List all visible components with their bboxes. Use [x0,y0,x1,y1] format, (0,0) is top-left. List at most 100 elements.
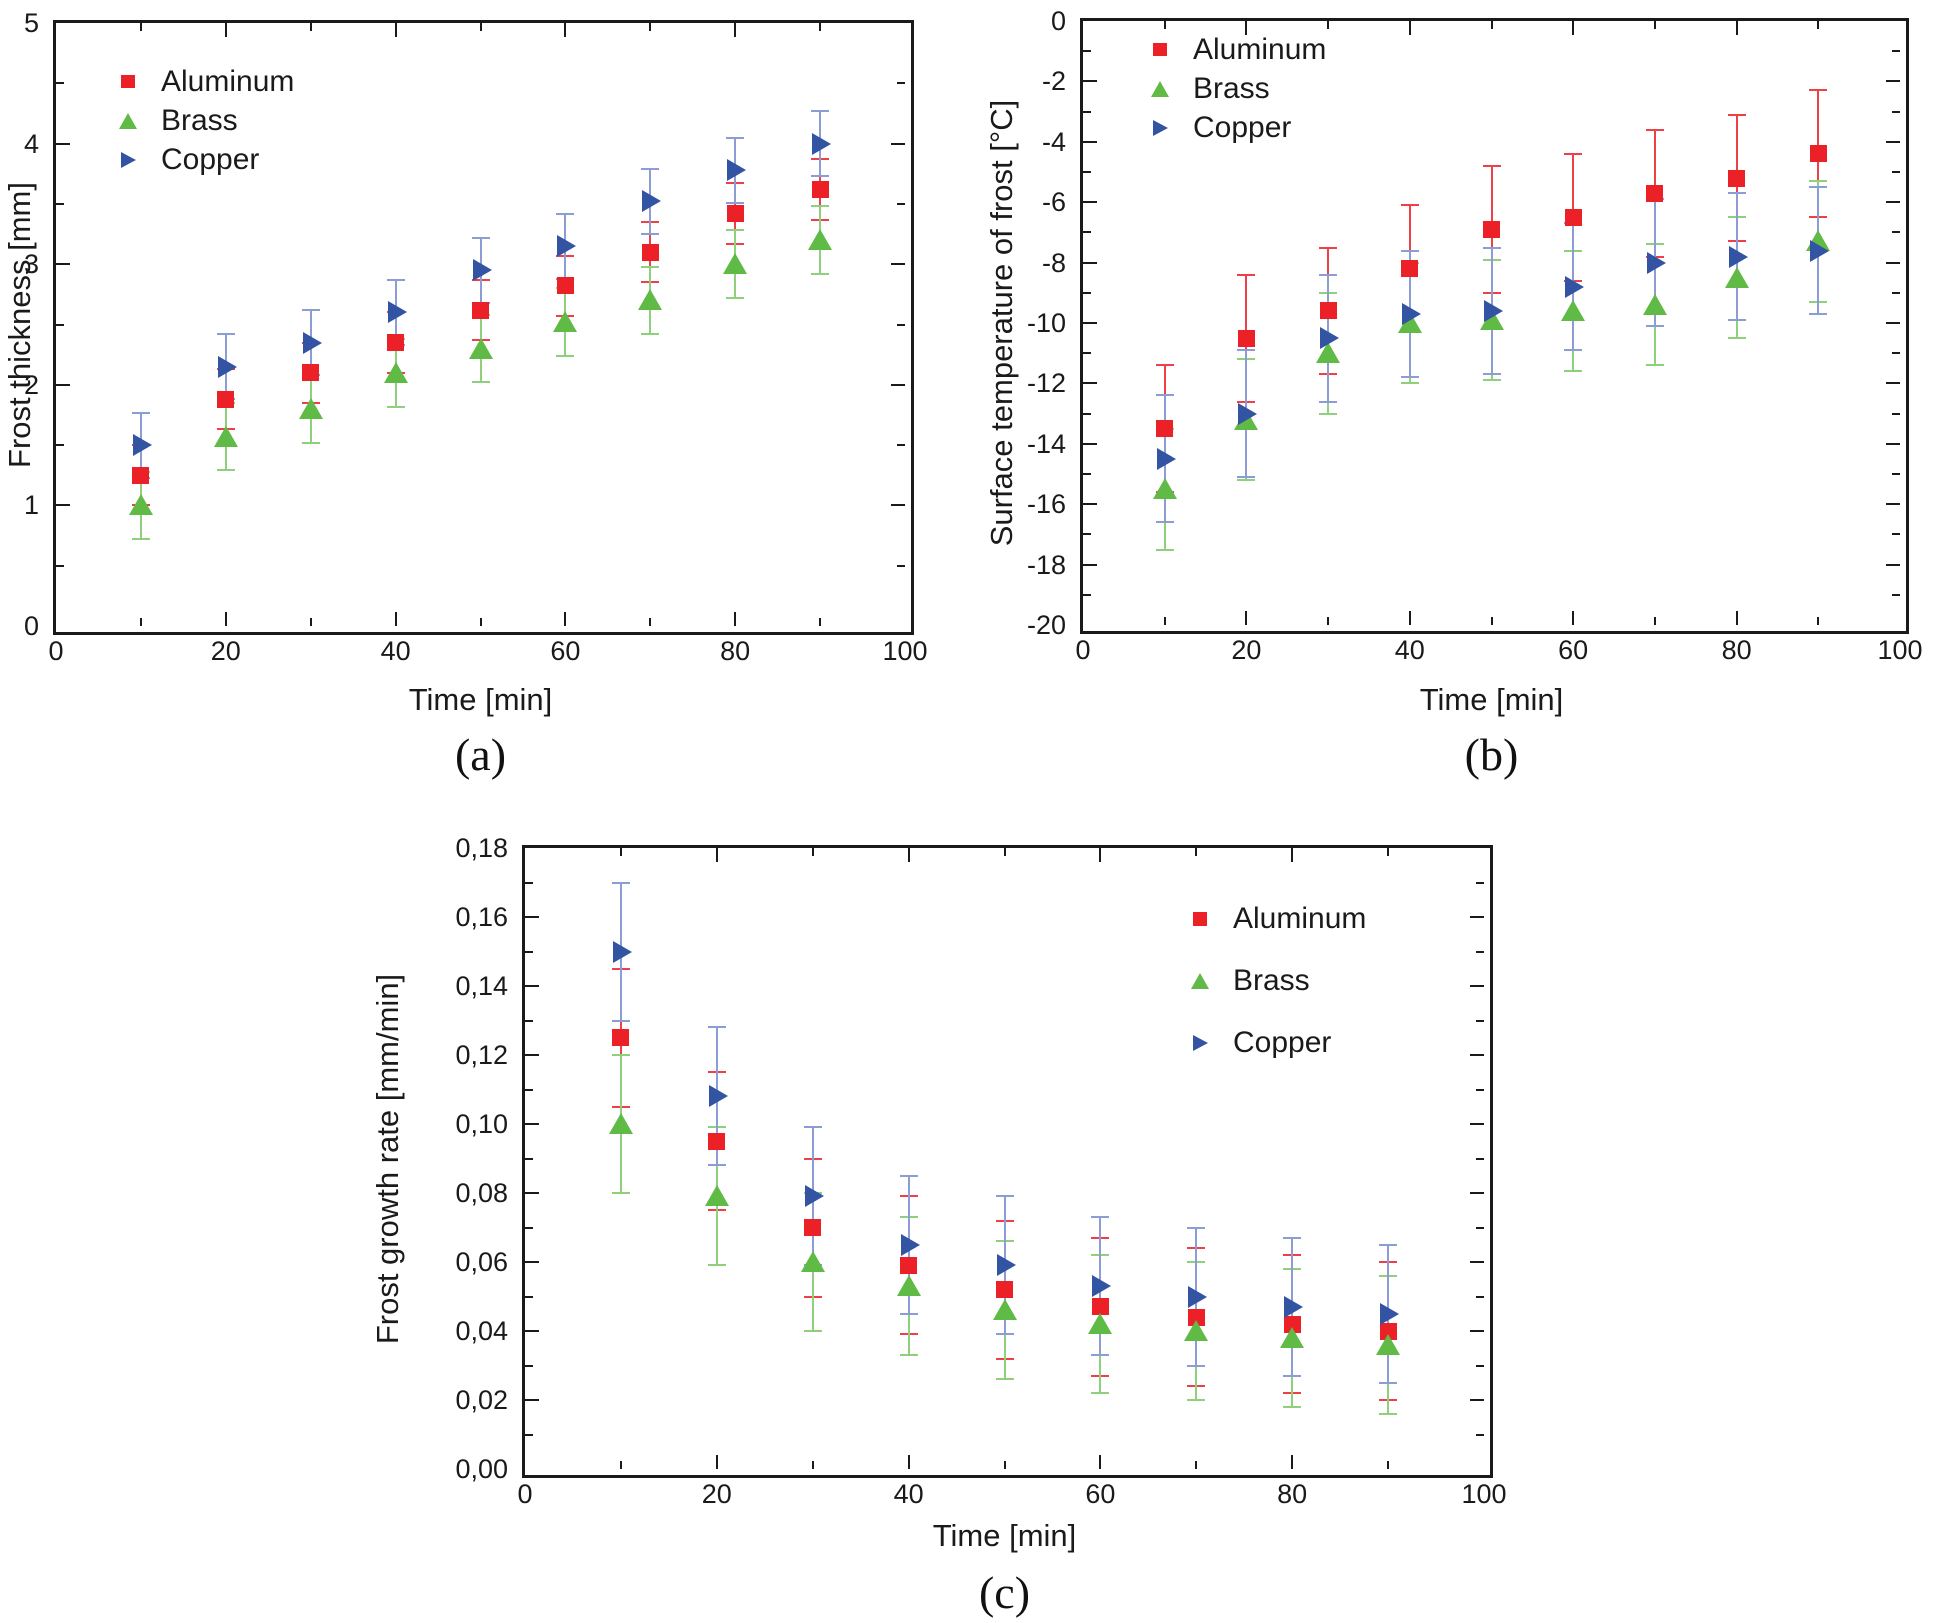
error-bar-cap [556,212,575,215]
legend-entry: Aluminum [1145,30,1326,69]
x-axis-title-b: Time [min] [1419,682,1564,717]
legend-marker-brass-icon [1145,80,1175,97]
x-tick-label: 60 [1558,635,1589,665]
error-bar-cap [811,110,830,113]
square-icon [121,74,135,89]
axis-tick [479,618,482,626]
data-marker-aluminum [1091,1298,1109,1316]
axis-tick [819,23,822,31]
axis-tick [1892,110,1900,113]
axis-tick [56,444,64,447]
data-marker-brass [638,289,663,311]
data-marker-copper [1092,1275,1112,1298]
legend-marker-brass-icon [113,112,143,129]
axis-tick [525,1192,539,1194]
axis-tick [1892,473,1900,475]
error-bar-cap [1727,113,1746,116]
y-tick-label: 3 [23,249,39,280]
axis-tick [1083,503,1097,506]
axis-tick [1327,21,1330,29]
axis-tick [1476,1226,1484,1229]
data-marker-aluminum [387,334,405,352]
x-tick-label: 0 [1075,635,1091,665]
axis-tick [1476,1157,1484,1160]
axis-tick [1817,617,1820,625]
axis-tick [525,1330,539,1332]
data-marker-copper [387,301,407,324]
legend-marker-aluminum-icon [1185,912,1215,926]
error-bar-cap [216,469,235,472]
legend-a: Aluminum Brass Copper [113,62,294,179]
plot-area-c [522,845,1493,1478]
error-bar-cap [726,136,745,139]
error-bar-cap [1237,476,1256,479]
axis-tick [525,1433,533,1436]
data-marker-copper [804,1185,824,1208]
error-bar-cap [1482,373,1501,376]
axis-tick [1083,231,1091,234]
axis-tick [1387,848,1390,856]
axis-tick [525,1088,533,1091]
error-bar-cap [1400,382,1419,385]
legend-entry: Brass [1145,69,1326,108]
axis-tick [525,1019,533,1022]
axis-tick [56,263,70,266]
x-axis-title-a: Time [min] [408,682,553,717]
error-bar-cap [1237,273,1256,276]
axis-tick [891,142,905,145]
error-bar-cap [1482,246,1501,249]
error-bar-cap [1319,400,1338,403]
error-bar-cap [707,1264,726,1267]
x-tick-label: 0 [48,636,64,666]
axis-tick [56,564,64,567]
axis-tick [394,23,397,37]
data-marker-copper [1646,251,1666,274]
data-marker-copper [1565,275,1585,298]
data-marker-copper [1401,302,1421,325]
data-marker-aluminum [1809,145,1827,163]
error-bar-cap [899,1174,918,1177]
error-bar-cap [641,265,660,268]
error-bar-cap [1237,349,1256,352]
error-bar-cap [641,167,660,170]
y-tick-label: 0,10 [455,1109,508,1139]
data-marker-brass [298,397,323,419]
data-marker-brass [213,425,238,447]
data-marker-brass [1642,293,1667,315]
axis-tick [1490,21,1493,29]
y-tick-label: 4 [23,128,39,159]
data-marker-aluminum [900,1256,918,1274]
x-tick-label: 20 [210,636,241,666]
axis-tick [394,612,397,626]
x-tick-label: 60 [1085,1479,1116,1509]
error-bar-cap [726,201,745,204]
square-icon [1153,42,1167,57]
y-tick-label: 2 [23,369,39,400]
error-bar-cap [1155,548,1174,551]
legend-label: Brass [1193,71,1270,105]
axis-tick [1003,1461,1006,1469]
axis-tick [1408,611,1411,625]
error-bar-cap [641,333,660,336]
legend-entry: Brass [113,101,294,140]
error-bar-cap [1400,249,1419,252]
data-marker-copper [1810,239,1830,262]
y-tick-label: 0,18 [455,833,508,863]
x-tick-label: 80 [1277,1479,1308,1509]
error-bar-cap [556,354,575,357]
x-tick-label: 80 [720,636,751,666]
legend-entry: Aluminum [1185,888,1366,950]
data-marker-aluminum [1319,302,1337,320]
error-bar-cap [471,381,490,384]
y-tick-label: -20 [1026,610,1066,640]
data-marker-brass [808,229,833,251]
y-tick-label: 1 [23,490,39,521]
plot-area-a [53,20,914,635]
axis-tick [1476,1088,1484,1091]
axis-tick [56,504,70,507]
axis-tick [891,263,905,266]
axis-tick [1083,291,1091,294]
y-tick-label: 0,14 [455,971,508,1001]
error-bar-cap [899,1354,918,1357]
axis-tick [1572,611,1575,625]
